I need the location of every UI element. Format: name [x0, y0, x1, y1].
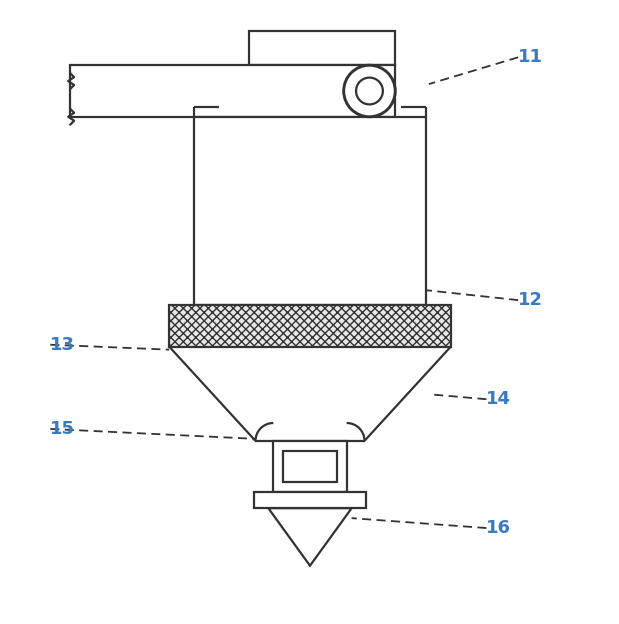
Bar: [254, 492, 366, 508]
Text: 16: 16: [487, 519, 511, 537]
Text: 15: 15: [50, 420, 76, 438]
Bar: [169, 305, 451, 347]
Bar: [249, 31, 395, 66]
Text: 12: 12: [518, 291, 543, 309]
Text: 11: 11: [518, 48, 543, 66]
Polygon shape: [269, 508, 352, 566]
Circle shape: [344, 66, 395, 117]
Text: 13: 13: [50, 336, 76, 354]
Text: 14: 14: [487, 390, 511, 408]
Bar: [70, 66, 395, 117]
Bar: [274, 441, 347, 492]
Bar: [194, 117, 426, 305]
Bar: [284, 451, 337, 482]
